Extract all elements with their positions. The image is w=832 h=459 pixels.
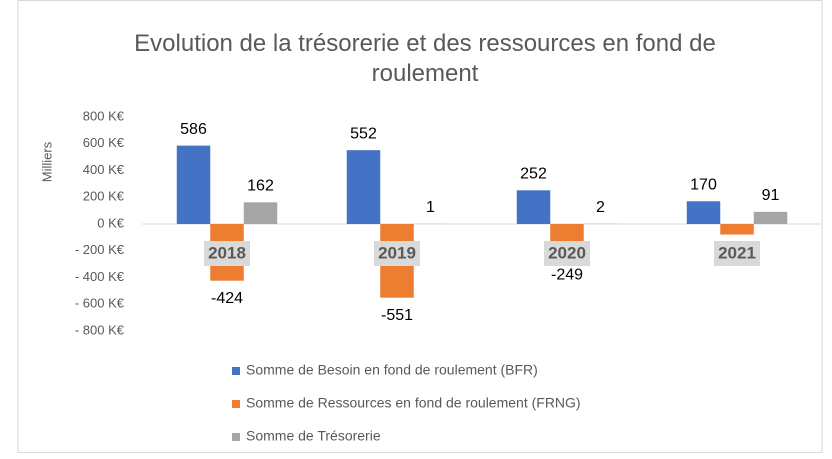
category-label-bg bbox=[544, 241, 590, 266]
data-label: -249 bbox=[551, 267, 583, 284]
legend-label: Somme de Besoin en fond de roulement (BF… bbox=[246, 362, 538, 378]
data-label: 586 bbox=[180, 121, 207, 138]
category-label-bg bbox=[374, 241, 420, 266]
x-tick-label: 2021 bbox=[718, 243, 756, 262]
bar bbox=[753, 211, 788, 224]
bar bbox=[176, 145, 211, 224]
y-tick-label: - 800 K€ bbox=[75, 322, 125, 337]
category-label-bg bbox=[204, 241, 250, 266]
y-tick-label: 0 K€ bbox=[97, 215, 125, 230]
data-label: 252 bbox=[520, 166, 547, 183]
x-tick-label: 2020 bbox=[548, 243, 586, 262]
data-label: 91 bbox=[762, 187, 780, 204]
legend-swatch bbox=[232, 433, 240, 441]
data-label: 1 bbox=[426, 199, 435, 216]
data-label: 2 bbox=[596, 199, 605, 216]
chart-frame bbox=[17, 0, 823, 453]
x-tick-label: 2018 bbox=[208, 243, 246, 262]
y-tick-label: - 400 K€ bbox=[75, 269, 125, 284]
y-tick-label: 800 K€ bbox=[83, 108, 125, 123]
data-label: -424 bbox=[211, 290, 243, 307]
bar bbox=[346, 150, 381, 224]
y-tick-label: 400 K€ bbox=[83, 162, 125, 177]
y-tick-label: 200 K€ bbox=[83, 189, 125, 204]
y-axis-label: Milliers bbox=[39, 141, 54, 182]
bar bbox=[516, 190, 551, 224]
category-label-bg bbox=[714, 241, 760, 266]
bar bbox=[720, 224, 754, 235]
bar bbox=[243, 202, 278, 224]
data-label: 170 bbox=[690, 176, 717, 193]
y-tick-label: 600 K€ bbox=[83, 135, 125, 150]
data-label: -551 bbox=[381, 307, 413, 324]
x-tick-label: 2019 bbox=[378, 243, 416, 262]
legend-label: Somme de Trésorerie bbox=[246, 428, 381, 444]
data-label: 162 bbox=[247, 178, 274, 195]
y-tick-label: - 200 K€ bbox=[75, 242, 125, 257]
y-tick-label: - 600 K€ bbox=[75, 296, 125, 311]
data-label: 552 bbox=[350, 125, 377, 142]
chart-title: Evolution de la trésorerie et des ressou… bbox=[134, 30, 716, 87]
legend-swatch bbox=[232, 367, 240, 375]
bar bbox=[686, 201, 721, 224]
legend-label: Somme de Ressources en fond de roulement… bbox=[246, 395, 581, 411]
legend-swatch bbox=[232, 400, 240, 408]
